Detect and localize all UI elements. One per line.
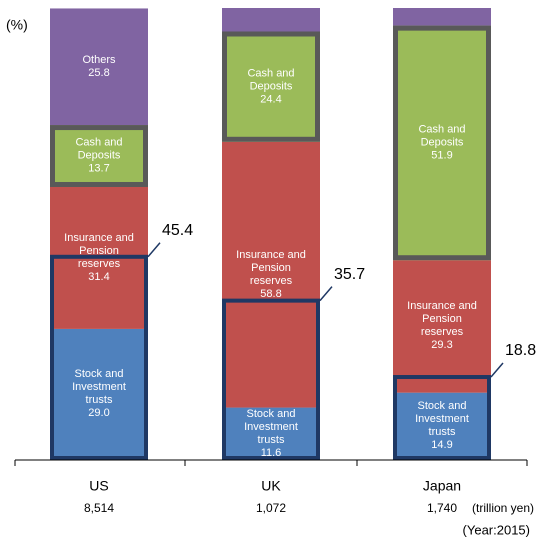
bar-segment — [50, 8, 148, 126]
segment-label: Others 25.8 — [54, 54, 144, 80]
leader-line — [319, 286, 333, 302]
total-label: 8,514 — [84, 501, 114, 515]
series-name: Insurance and Pension reserves — [407, 300, 477, 339]
x-tick-label: UK — [261, 478, 281, 494]
bar-segment — [393, 392, 491, 460]
segment-label: Cash and Deposits 51.9 — [397, 123, 487, 162]
note: (Year:2015) — [463, 522, 530, 537]
segment-outline — [222, 31, 320, 142]
bar-segment — [393, 8, 491, 26]
series-name: Insurance and Pension reserves — [236, 248, 306, 287]
series-name: Insurance and Pension reserves — [64, 231, 134, 270]
bar-segment — [50, 328, 148, 460]
highlight-label: 45.4 — [162, 222, 193, 239]
total-label: 1,072 — [256, 501, 286, 515]
segment-label: Insurance and Pension reserves 31.4 — [54, 232, 144, 284]
bar-segment — [393, 260, 491, 393]
bar-segment — [222, 31, 320, 142]
segment-label: Cash and Deposits 13.7 — [54, 137, 144, 176]
highlight-box — [50, 254, 148, 460]
segment-label: Insurance and Pension reserves 58.8 — [226, 249, 316, 301]
value-label: 11.6 — [260, 446, 282, 459]
segment-label: Cash and Deposits 24.4 — [226, 67, 316, 106]
value-label: 25.8 — [88, 66, 110, 79]
series-name: Stock and Investment trusts — [72, 368, 126, 407]
segment-label: Stock and Investment trusts 11.6 — [226, 408, 316, 460]
segment-label: Stock and Investment trusts 14.9 — [397, 400, 487, 452]
series-name: Cash and Deposits — [75, 136, 123, 162]
x-tick-label: US — [89, 478, 108, 494]
bar-segment — [393, 25, 491, 261]
leader-line — [490, 362, 504, 378]
segment-label: Stock and Investment trusts 29.0 — [54, 368, 144, 420]
series-name: Stock and Investment trusts — [244, 407, 298, 446]
highlight-box — [222, 298, 320, 460]
value-label: 29.0 — [88, 407, 110, 420]
bar-segment — [50, 125, 148, 187]
highlight-box — [393, 375, 491, 460]
segment-outline — [393, 25, 491, 261]
bar-segment — [222, 141, 320, 408]
unit-label: (trillion yen) — [472, 501, 534, 515]
series-name: Others — [82, 53, 116, 66]
value-label: 51.9 — [431, 149, 453, 162]
series-name: Cash and Deposits — [418, 123, 466, 149]
value-label: 14.9 — [431, 439, 453, 452]
x-tick-label: Japan — [423, 478, 461, 494]
series-name: Stock and Investment trusts — [415, 400, 469, 439]
value-label: 29.3 — [431, 339, 453, 352]
value-label: 24.4 — [260, 93, 282, 106]
leader-line — [147, 242, 161, 258]
value-label: 13.7 — [88, 162, 110, 175]
series-name: Cash and Deposits — [247, 67, 295, 93]
segment-outline — [50, 125, 148, 187]
segment-label: Insurance and Pension reserves 29.3 — [397, 300, 487, 352]
total-label: 1,740 — [427, 501, 457, 515]
highlight-label: 18.8 — [505, 342, 536, 359]
bar-segment — [222, 8, 320, 32]
value-label: 31.4 — [88, 270, 110, 283]
bar-segment — [222, 407, 320, 460]
value-label: 58.8 — [260, 287, 282, 300]
highlight-label: 35.7 — [334, 266, 365, 283]
y-label: (%) — [6, 17, 28, 33]
